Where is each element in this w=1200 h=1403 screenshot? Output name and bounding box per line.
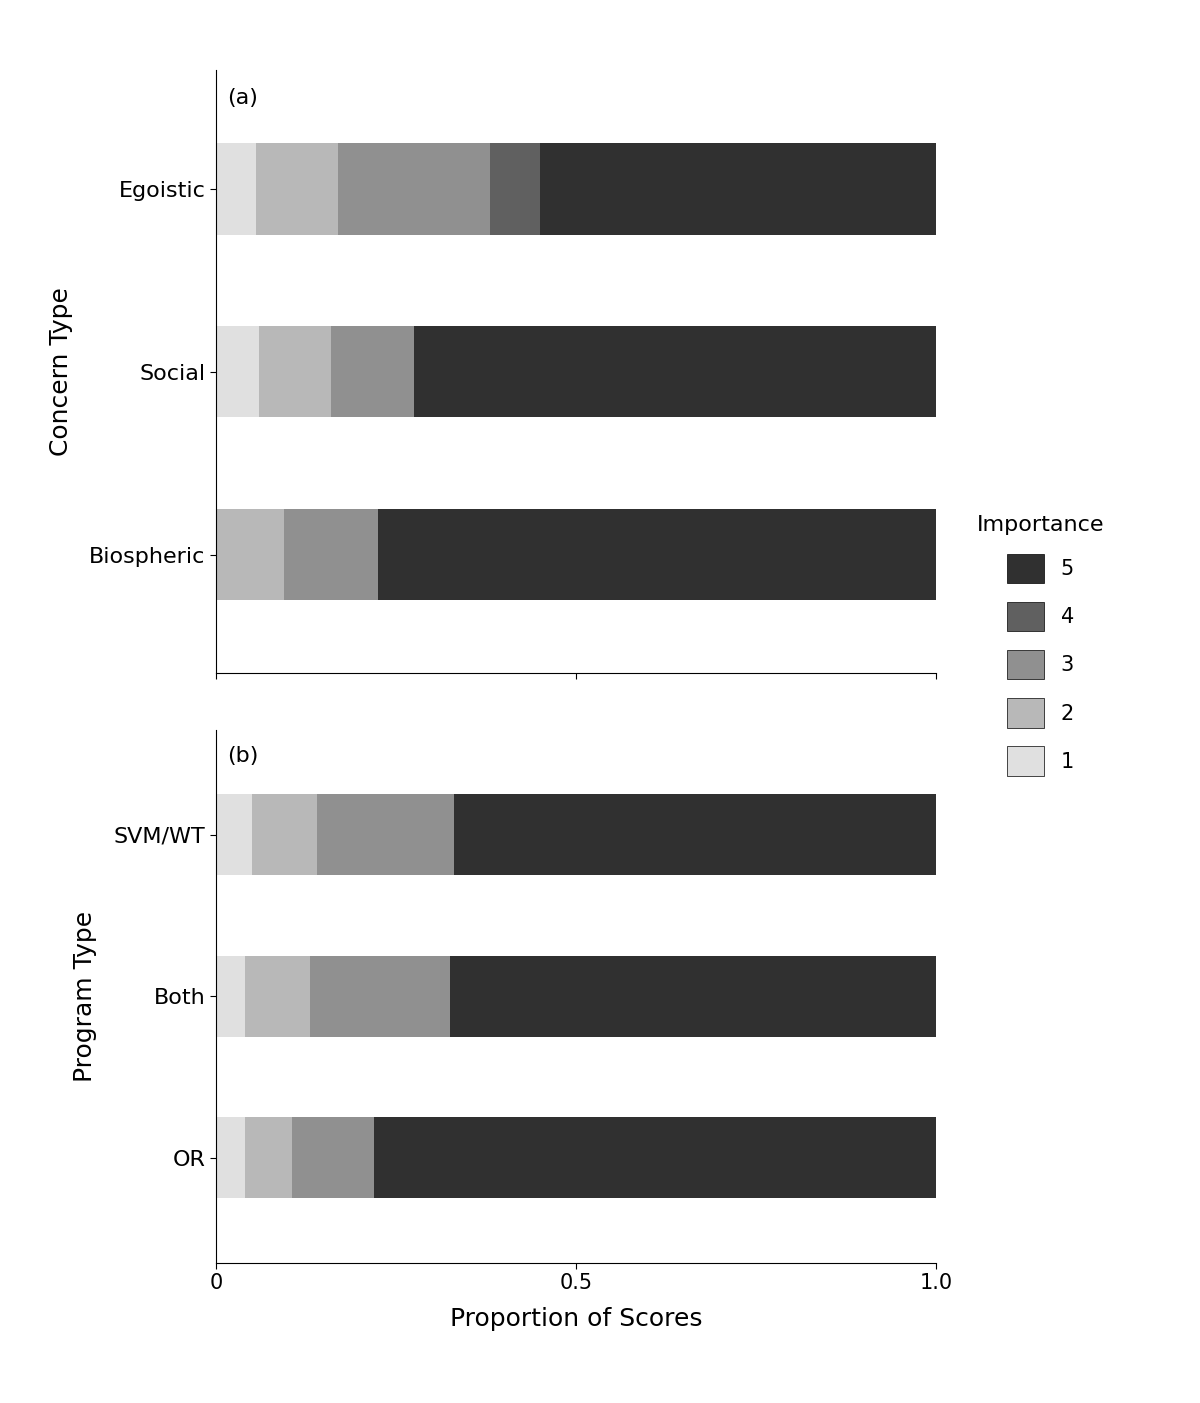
Bar <box>338 143 490 234</box>
Bar <box>331 325 414 418</box>
Bar <box>374 1117 936 1198</box>
Bar <box>252 794 317 875</box>
Bar <box>245 1117 292 1198</box>
Bar <box>450 955 936 1037</box>
Bar <box>284 509 378 600</box>
Legend: 5, 4, 3, 2, 1: 5, 4, 3, 2, 1 <box>971 508 1110 783</box>
Bar <box>216 325 259 418</box>
Bar <box>216 143 256 234</box>
Bar <box>310 955 450 1037</box>
Y-axis label: Program Type: Program Type <box>73 911 97 1082</box>
Bar <box>245 955 310 1037</box>
Bar <box>216 955 245 1037</box>
Bar <box>414 325 936 418</box>
Bar <box>378 509 936 600</box>
Bar <box>259 325 331 418</box>
Bar <box>490 143 540 234</box>
Y-axis label: Concern Type: Concern Type <box>48 288 72 456</box>
X-axis label: Proportion of Scores: Proportion of Scores <box>450 1308 702 1331</box>
Bar <box>540 143 936 234</box>
Bar <box>256 143 338 234</box>
Bar <box>317 794 454 875</box>
Bar <box>216 794 252 875</box>
Bar <box>292 1117 374 1198</box>
Bar <box>216 509 284 600</box>
Text: (b): (b) <box>227 745 258 766</box>
Bar <box>216 1117 245 1198</box>
Bar <box>454 794 936 875</box>
Text: (a): (a) <box>227 88 258 108</box>
